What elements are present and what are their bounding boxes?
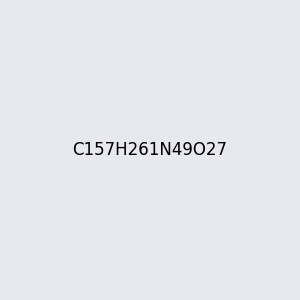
Text: C157H261N49O27: C157H261N49O27 bbox=[73, 141, 227, 159]
